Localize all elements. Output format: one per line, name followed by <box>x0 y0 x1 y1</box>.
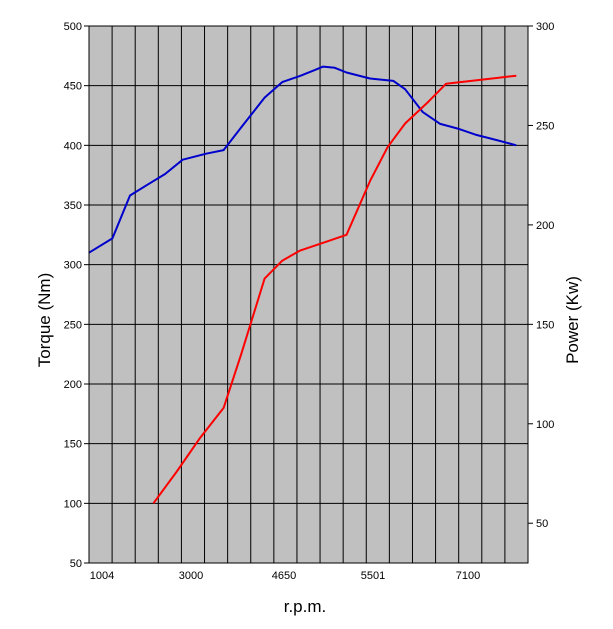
y-right-tick-label: 150 <box>536 319 554 331</box>
y-left-tick-label: 250 <box>64 319 82 331</box>
y-left-tick-label: 450 <box>64 81 82 93</box>
y-left-tick-label: 300 <box>64 260 82 272</box>
x-tick-label: 4650 <box>272 570 296 582</box>
left-y-axis: 50 100 150 200 250 300 350 400 450 500 <box>64 21 89 570</box>
y-left-tick-label: 500 <box>64 21 82 33</box>
y-right-axis-title: Power (Kw) <box>563 276 582 364</box>
y-left-tick-label: 150 <box>64 439 82 451</box>
horizontal-gridlines <box>89 85 528 504</box>
x-axis-title: r.p.m. <box>284 597 327 616</box>
y-right-tick-label: 50 <box>536 518 548 530</box>
y-left-tick-label: 400 <box>64 140 82 152</box>
x-tick-label: 3000 <box>179 570 203 582</box>
y-left-tick-label: 200 <box>64 379 82 391</box>
y-right-tick-label: 250 <box>536 120 554 132</box>
y-right-tick-label: 300 <box>536 21 554 33</box>
x-tick-label: 1004 <box>90 570 114 582</box>
plot-area <box>89 26 528 563</box>
y-left-tick-label: 100 <box>64 498 82 510</box>
series-layer <box>88 65 517 504</box>
y-left-tick-label: 50 <box>70 558 82 570</box>
y-right-tick-label: 200 <box>536 220 554 232</box>
x-tick-label: 7100 <box>456 570 480 582</box>
torque-series-line <box>88 65 517 254</box>
x-tick-label: 5501 <box>361 570 385 582</box>
vertical-gridlines <box>111 26 506 563</box>
power-series-line <box>152 74 517 504</box>
x-axis: 1004 3000 4650 5501 7100 <box>90 570 480 582</box>
right-y-axis: 50 100 150 200 250 300 <box>528 21 554 530</box>
y-left-axis-title: Torque (Nm) <box>35 273 54 367</box>
y-right-tick-label: 100 <box>536 419 554 431</box>
y-left-tick-label: 350 <box>64 200 82 212</box>
plot-border <box>88 25 529 564</box>
